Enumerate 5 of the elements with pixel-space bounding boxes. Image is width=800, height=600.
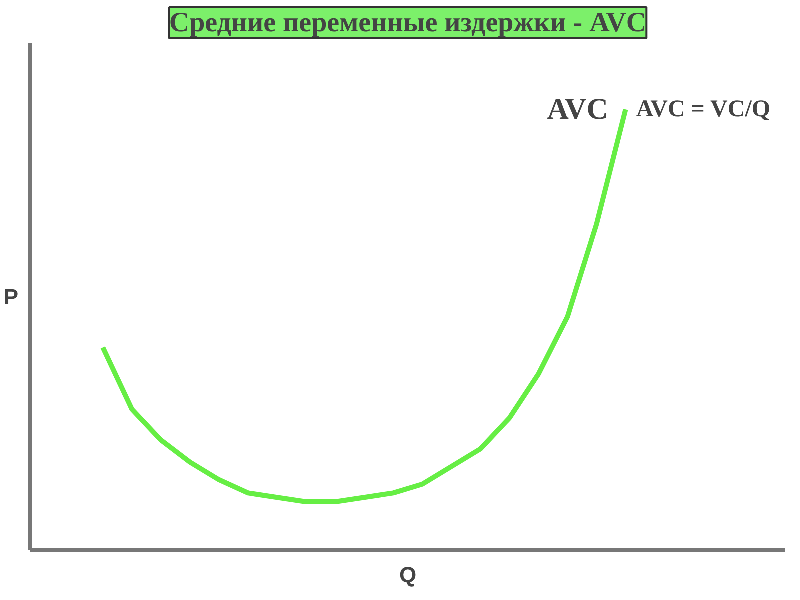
annotation: AVC = VC/Q	[636, 96, 771, 123]
chart-title: Средние переменные издержки - AVC	[169, 8, 647, 38]
series-label: AVC	[547, 93, 608, 126]
y-axis-title: P	[4, 284, 19, 310]
x-axis-title: Q	[399, 562, 417, 588]
